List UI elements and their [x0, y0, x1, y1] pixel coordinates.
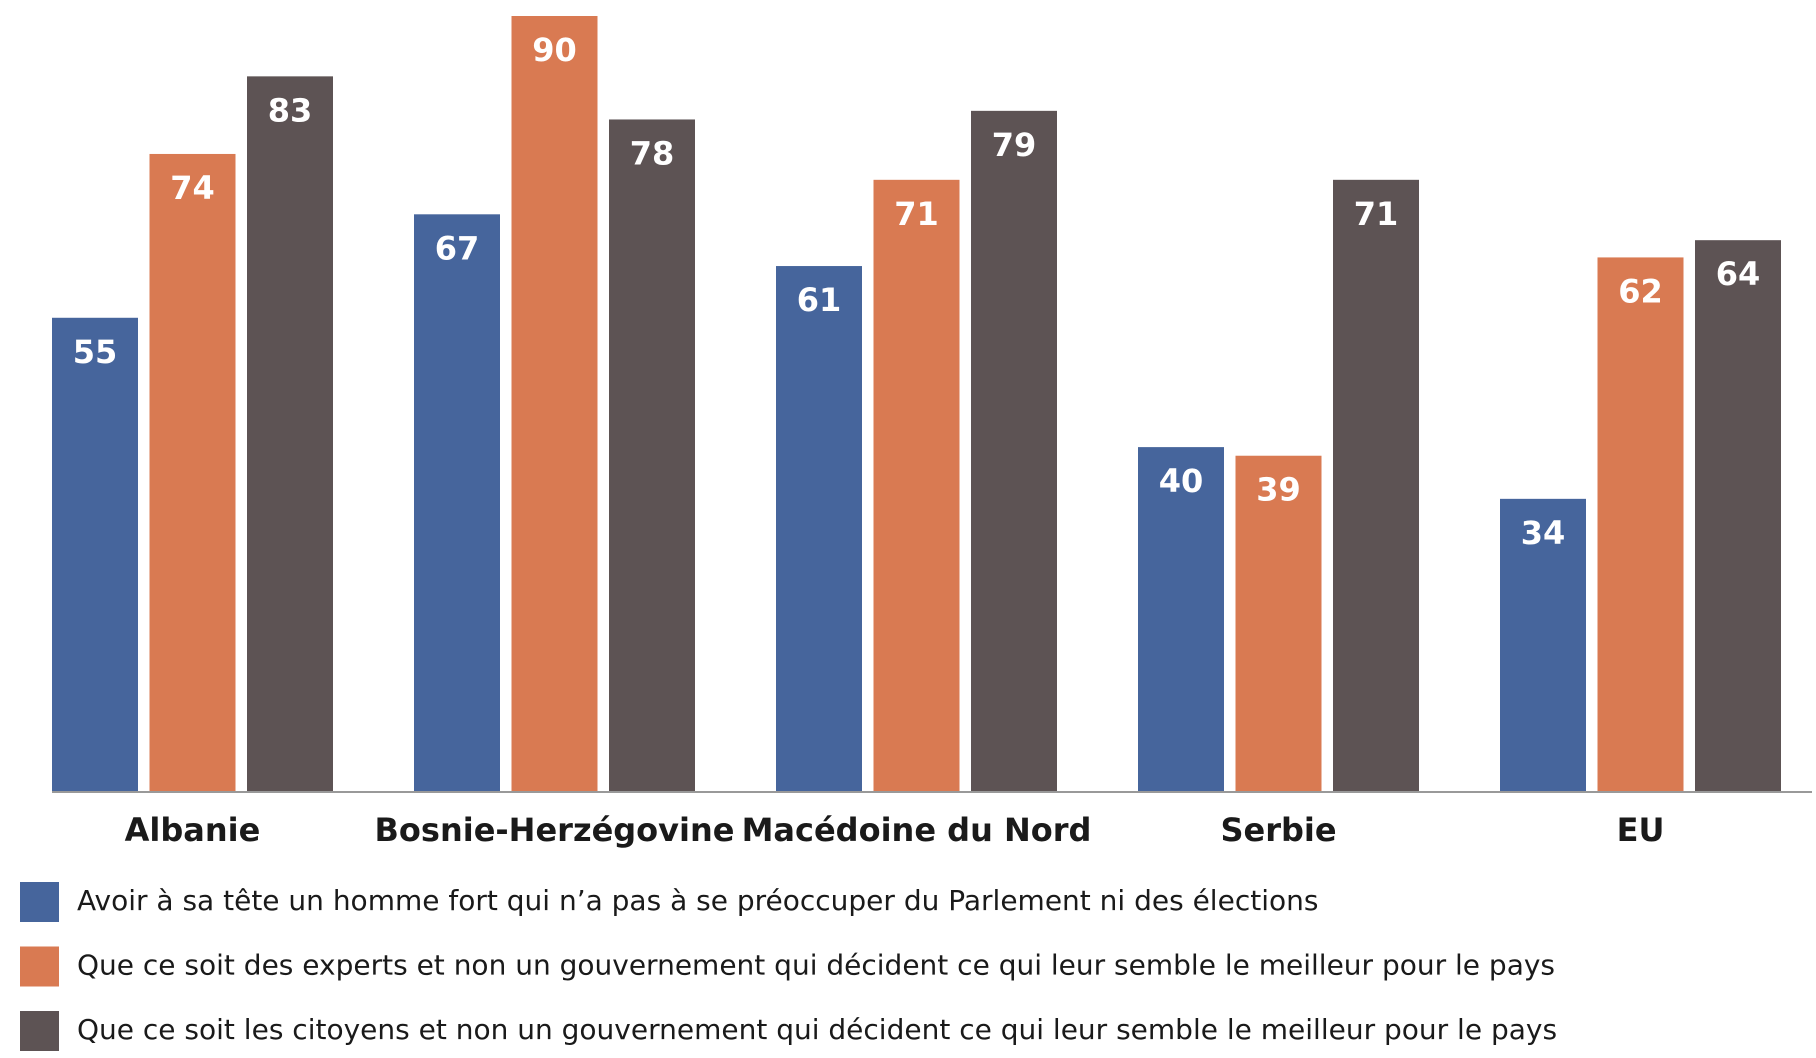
value-label: 71 — [894, 195, 939, 233]
legend-swatch — [20, 946, 59, 987]
bar — [873, 179, 960, 793]
bar — [609, 119, 695, 792]
bar — [1500, 498, 1586, 792]
bar — [776, 266, 862, 792]
value-label: 78 — [630, 134, 675, 172]
value-label: 39 — [1256, 471, 1301, 509]
value-label: 79 — [992, 126, 1037, 164]
bar — [1235, 455, 1322, 792]
legend-label: Que ce soit les citoyens et non un gouve… — [77, 1013, 1557, 1046]
value-label: 55 — [73, 333, 118, 371]
x-tick-label: EU — [1617, 811, 1665, 849]
bar — [1597, 257, 1684, 792]
x-tick-label: Serbie — [1220, 811, 1336, 849]
x-tick-label: Albanie — [125, 811, 261, 849]
bar — [247, 76, 333, 793]
bar — [1138, 447, 1224, 792]
value-label: 67 — [435, 229, 480, 267]
bar — [971, 110, 1057, 793]
value-label: 62 — [1618, 272, 1663, 310]
value-label: 40 — [1159, 462, 1204, 500]
bar — [1695, 240, 1781, 792]
bar — [149, 153, 236, 792]
x-tick-label: Macédoine du Nord — [742, 811, 1092, 849]
bar — [1333, 179, 1419, 793]
value-label: 83 — [268, 91, 313, 129]
legend-label: Que ce soit des experts et non un gouver… — [77, 949, 1555, 982]
value-label: 71 — [1354, 195, 1399, 233]
x-tick-label: Bosnie-Herzégovine — [375, 811, 735, 849]
legend-swatch — [20, 1011, 59, 1051]
value-label: 90 — [532, 31, 577, 69]
bar — [511, 16, 598, 792]
legend-swatch — [20, 882, 59, 922]
legend-label: Avoir à sa tête un homme fort qui n’a pa… — [77, 884, 1318, 917]
value-label: 64 — [1716, 255, 1761, 293]
bar — [52, 317, 138, 792]
value-label: 61 — [797, 281, 842, 319]
bar — [414, 214, 500, 793]
value-label: 74 — [170, 169, 215, 207]
value-label: 34 — [1521, 514, 1566, 552]
